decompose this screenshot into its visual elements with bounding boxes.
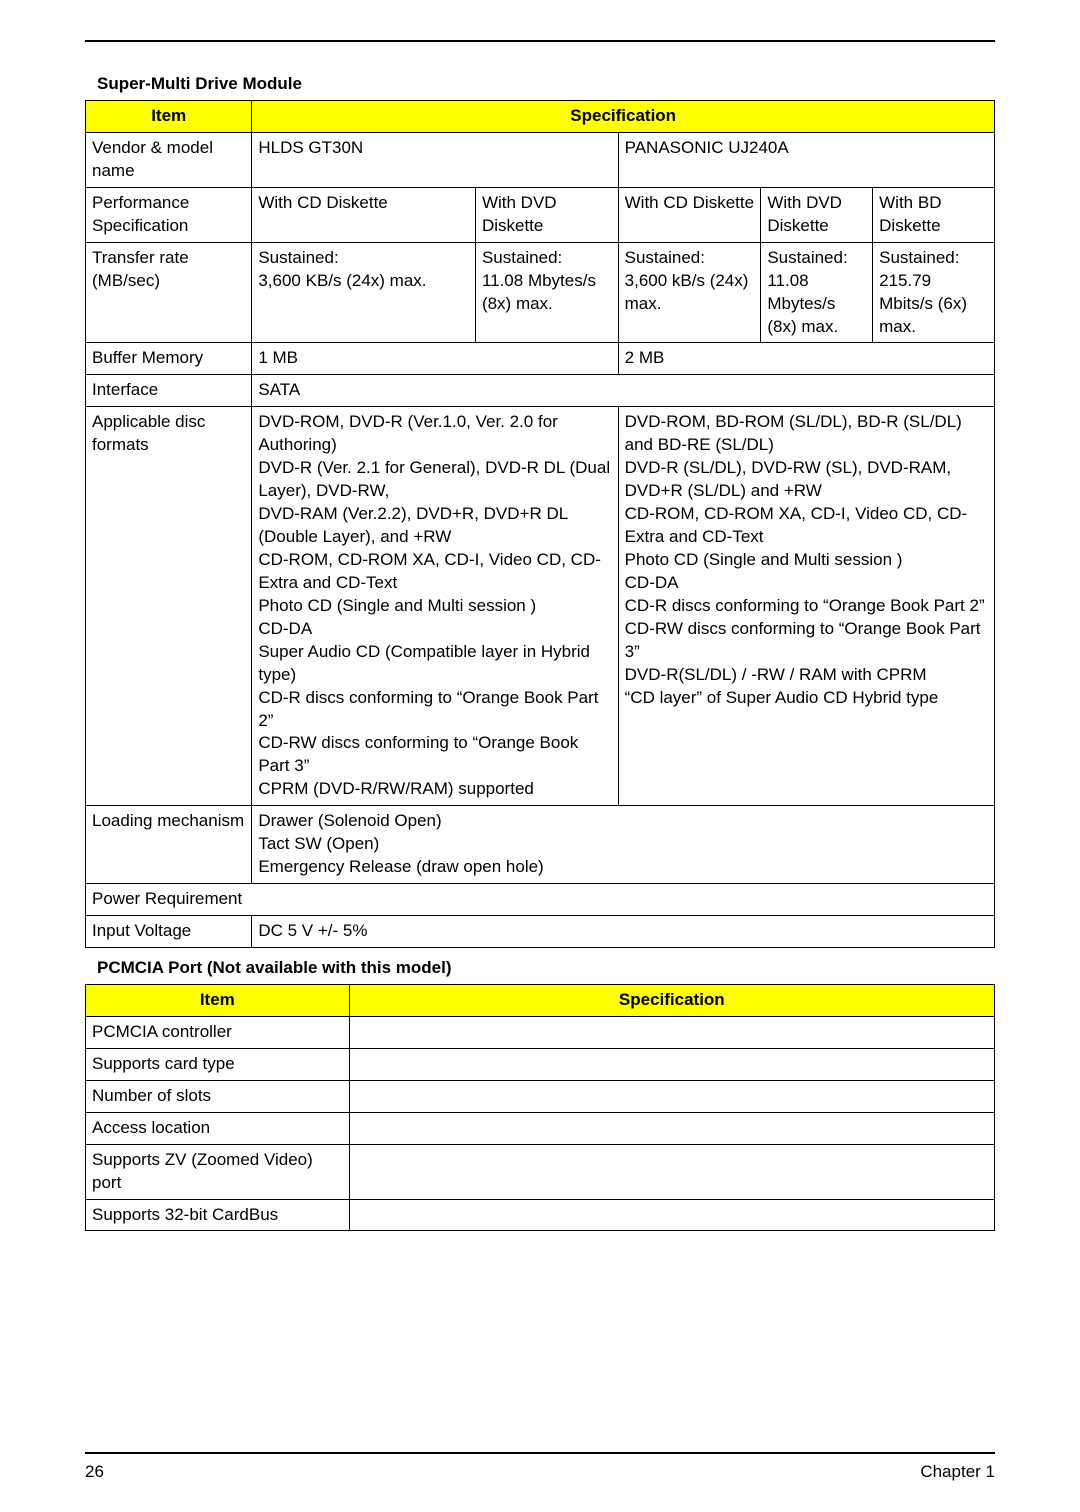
table-row: Performance Specification With CD Disket… <box>86 187 995 242</box>
table-row: Vendor & model name HLDS GT30N PANASONIC… <box>86 132 995 187</box>
table-row: Applicable disc formats DVD-ROM, DVD-R (… <box>86 407 995 806</box>
cell-perf-c5: With BD Diskette <box>873 187 995 242</box>
page-footer: 26 Chapter 1 <box>85 1452 995 1482</box>
cell-tr-c3: Sustained:3,600 kB/s (24x) max. <box>618 242 761 343</box>
table-row: Supports 32-bit CardBus <box>86 1199 995 1231</box>
cell-spec <box>349 1144 994 1199</box>
cell-vendor-panasonic: PANASONIC UJ240A <box>618 132 994 187</box>
cell-item: Supports card type <box>86 1048 350 1080</box>
cell-spec <box>349 1016 994 1048</box>
cell-tr-c2: Sustained:11.08 Mbytes/s (8x) max. <box>475 242 618 343</box>
th-item: Item <box>86 984 350 1016</box>
cell-item: Number of slots <box>86 1080 350 1112</box>
cell-iface-label: Interface <box>86 375 252 407</box>
cell-perf-c2: With DVD Diskette <box>475 187 618 242</box>
cell-iv-val: DC 5 V +/- 5% <box>252 916 995 948</box>
th-item: Item <box>86 101 252 133</box>
chapter-label: Chapter 1 <box>920 1462 995 1482</box>
table-row: Number of slots <box>86 1080 995 1112</box>
cell-fmt-pan: DVD-ROM, BD-ROM (SL/DL), BD-R (SL/DL) an… <box>618 407 994 806</box>
th-spec: Specification <box>349 984 994 1016</box>
cell-spec <box>349 1048 994 1080</box>
table-header-row: Item Specification <box>86 101 995 133</box>
cell-spec <box>349 1199 994 1231</box>
table-row: Transfer rate (MB/sec) Sustained:3,600 K… <box>86 242 995 343</box>
cell-iface-val: SATA <box>252 375 995 407</box>
cell-buf-c1: 1 MB <box>252 343 618 375</box>
cell-vendor-hlds: HLDS GT30N <box>252 132 618 187</box>
cell-fmt-hlds: DVD-ROM, DVD-R (Ver.1.0, Ver. 2.0 for Au… <box>252 407 618 806</box>
cell-item: Supports ZV (Zoomed Video) port <box>86 1144 350 1199</box>
cell-perf-label: Performance Specification <box>86 187 252 242</box>
top-rule <box>85 40 995 42</box>
cell-buf-c2: 2 MB <box>618 343 994 375</box>
table-row: Supports ZV (Zoomed Video) port <box>86 1144 995 1199</box>
table-row: Interface SATA <box>86 375 995 407</box>
cell-tr-c4: Sustained:11.08 Mbytes/s (8x) max. <box>761 242 873 343</box>
cell-load-val: Drawer (Solenoid Open)Tact SW (Open)Emer… <box>252 806 995 884</box>
section1-title: Super-Multi Drive Module <box>97 74 995 94</box>
table-row: Buffer Memory 1 MB 2 MB <box>86 343 995 375</box>
cell-spec <box>349 1080 994 1112</box>
cell-fmt-label: Applicable disc formats <box>86 407 252 806</box>
table-row: PCMCIA controller <box>86 1016 995 1048</box>
cell-buf-label: Buffer Memory <box>86 343 252 375</box>
cell-tr-label: Transfer rate (MB/sec) <box>86 242 252 343</box>
cell-perf-c4: With DVD Diskette <box>761 187 873 242</box>
cell-item: Access location <box>86 1112 350 1144</box>
cell-load-label: Loading mechanism <box>86 806 252 884</box>
section2-title: PCMCIA Port (Not available with this mod… <box>97 958 995 978</box>
cell-item: Supports 32-bit CardBus <box>86 1199 350 1231</box>
table-row: Loading mechanism Drawer (Solenoid Open)… <box>86 806 995 884</box>
cell-perf-c3: With CD Diskette <box>618 187 761 242</box>
cell-vendor-label: Vendor & model name <box>86 132 252 187</box>
cell-spec <box>349 1112 994 1144</box>
table-header-row: Item Specification <box>86 984 995 1016</box>
pcmcia-table: Item Specification PCMCIA controller Sup… <box>85 984 995 1232</box>
table-row: Input Voltage DC 5 V +/- 5% <box>86 916 995 948</box>
table-row: Supports card type <box>86 1048 995 1080</box>
table-row: Power Requirement <box>86 884 995 916</box>
cell-item: PCMCIA controller <box>86 1016 350 1048</box>
cell-tr-c1: Sustained:3,600 KB/s (24x) max. <box>252 242 476 343</box>
th-spec: Specification <box>252 101 995 133</box>
cell-perf-c1: With CD Diskette <box>252 187 476 242</box>
cell-iv-label: Input Voltage <box>86 916 252 948</box>
cell-tr-c5: Sustained:215.79 Mbits/s (6x) max. <box>873 242 995 343</box>
drive-module-table: Item Specification Vendor & model name H… <box>85 100 995 948</box>
table-row: Access location <box>86 1112 995 1144</box>
cell-pwr-label: Power Requirement <box>86 884 995 916</box>
page-number: 26 <box>85 1462 104 1482</box>
